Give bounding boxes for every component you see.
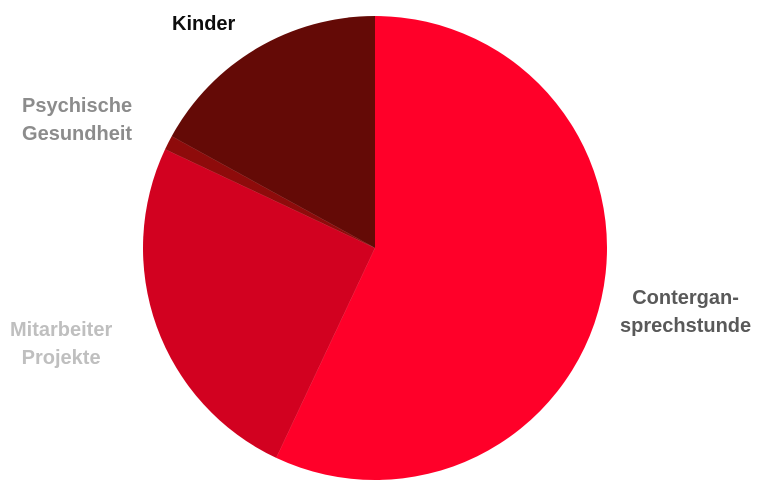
label-line: Gesundheit <box>22 123 133 145</box>
label-line: Psychische <box>22 95 133 117</box>
pie-slice <box>171 16 375 248</box>
label-kinder: Kinder <box>172 10 235 38</box>
label-mitarbeiter-projekte: Mitarbeiter Projekte <box>10 316 112 372</box>
label-line: Kinder <box>172 13 236 35</box>
label-line: Contergan- <box>632 287 739 309</box>
pie-slice <box>143 149 375 458</box>
pie-slice <box>276 16 608 481</box>
label-psychische-gesundheit: Psychische Gesundheit <box>22 92 132 148</box>
label-contergansprechstunde: Contergan- sprechstunde <box>620 284 751 340</box>
label-line: sprechstunde <box>620 315 752 337</box>
label-line: Projekte <box>21 347 101 369</box>
pie-slice <box>165 136 375 248</box>
label-line: Mitarbeiter <box>10 319 113 341</box>
